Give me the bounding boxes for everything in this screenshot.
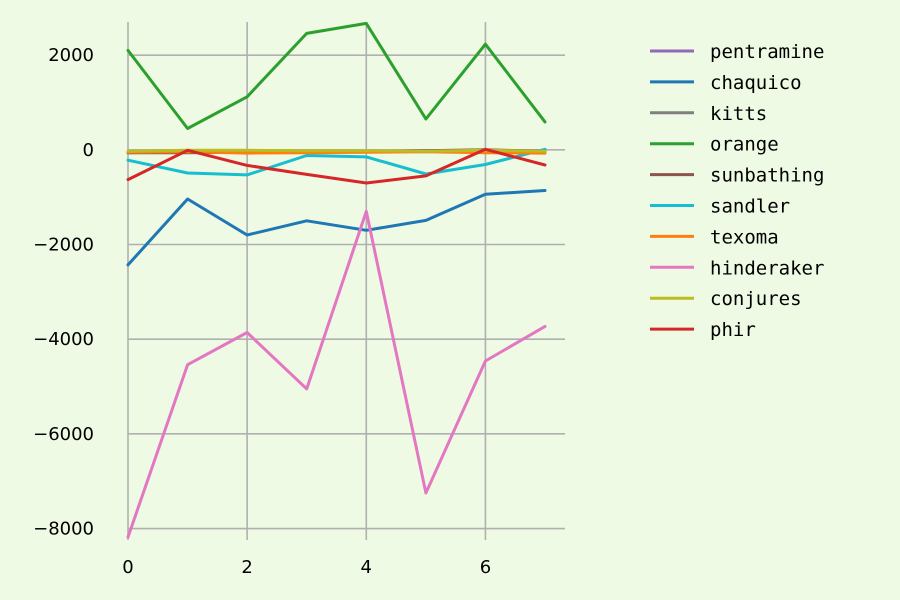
legend-label: sandler [710,196,790,218]
legend: pentramine chaquico kitts orange sunbathing s… [650,41,824,341]
legend-entry-kitts: kitts [650,103,767,125]
x-tick-label: 0 [122,557,133,578]
legend-entry-texoma: texoma [650,226,779,248]
series-line-hinderaker [126,209,547,539]
legend-label: texoma [710,226,779,248]
legend-label: hinderaker [710,257,824,279]
x-tick-label: 6 [480,557,491,578]
legend-label: orange [710,134,779,156]
legend-label: conjures [710,288,802,310]
x-tick-label: 4 [361,557,372,578]
legend-entry-pentramine: pentramine [650,41,824,63]
y-tick-label: 0 [83,140,94,161]
series-line-sandler [126,147,547,177]
x-tick-label: 2 [241,557,252,578]
y-tick-label: 2000 [48,45,94,66]
legend-entry-conjures: conjures [650,288,802,310]
legend-label: chaquico [710,72,802,94]
series-line-conjures [126,148,547,153]
y-tick-label: −6000 [33,424,94,445]
grid [127,22,565,540]
series-line-phir [126,147,547,185]
y-tick-label: −8000 [33,519,94,540]
y-tick-label: −2000 [33,234,94,255]
legend-label: sunbathing [710,165,824,187]
legend-label: pentramine [710,41,824,63]
y-tick-label: −4000 [33,329,94,350]
series-layer [126,21,547,539]
legend-entry-sunbathing: sunbathing [650,165,824,187]
legend-label: phir [710,319,756,341]
legend-label: kitts [710,103,767,125]
legend-entry-hinderaker: hinderaker [650,257,824,279]
legend-entry-phir: phir [650,319,756,341]
legend-entry-chaquico: chaquico [650,72,802,94]
legend-entry-sandler: sandler [650,196,790,218]
series-line-chaquico [126,189,547,267]
y-axis-ticks: 2000 0 −2000 −4000 −6000 −8000 [33,45,94,539]
legend-entry-orange: orange [650,134,779,156]
x-axis-ticks: 0 2 4 6 [122,557,491,578]
series-line-orange [126,21,547,130]
